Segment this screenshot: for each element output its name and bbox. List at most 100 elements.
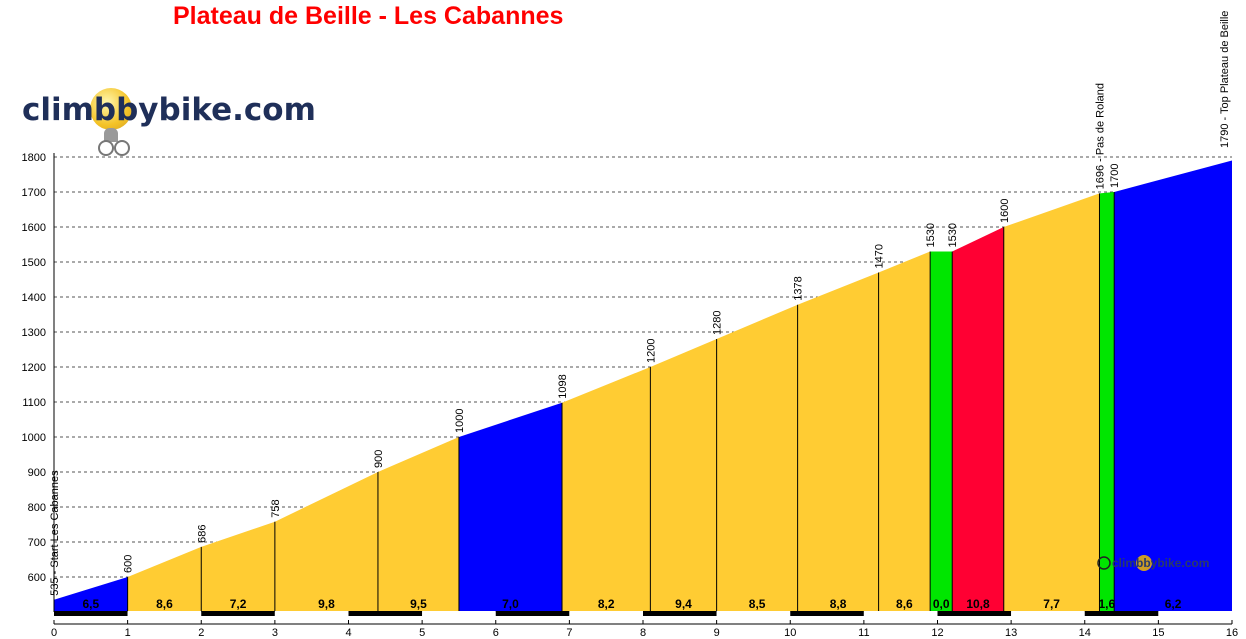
logo-ball-icon [90,88,132,130]
y-tick-label: 600 [28,572,46,584]
x-tick-label: 13 [1005,627,1017,639]
elevation-label: 1530 [947,223,959,247]
x-tick-label: 7 [566,627,572,639]
km-strip [348,611,423,616]
km-strip [274,611,349,616]
copyright-icon [1097,556,1111,570]
y-tick-label: 800 [28,502,46,514]
elevation-label: 1700 [1109,164,1121,188]
watermark: climbbybike.com [1097,555,1209,571]
y-tick-label: 1100 [22,397,46,409]
elevation-label: 600 [123,555,135,573]
bike-wheel-icon [114,140,130,156]
y-tick-label: 1200 [22,362,46,374]
x-tick-label: 2 [198,627,204,639]
grade-label: 7,2 [230,597,247,611]
elevation-label: 1378 [793,276,805,300]
x-tick-label: 0 [51,627,57,639]
elevation-label: 1280 [712,311,724,335]
profile-segment [127,546,202,612]
profile-segment [952,227,1004,612]
km-strip [422,611,496,616]
y-tick-label: 1600 [22,222,46,234]
grade-label: 1,6 [1098,597,1115,611]
elevation-label: 535 - Start Les Cabannes [49,470,61,596]
grade-bar: 6,5 8,6 7,2 9,8 9,5 7,0 8,2 9,4 8,5 8,8 8,6 0,0 10,8… [54,597,1232,616]
cyclist-icon [104,128,118,142]
chart-title: Plateau de Beille - Les Cabannes [173,2,564,30]
profile-segment [716,304,798,612]
elevation-label: 1098 [557,374,569,398]
grade-label: 8,6 [896,597,913,611]
grade-label: 9,8 [318,597,335,611]
km-strip [1158,611,1232,616]
profile-segment [1099,192,1115,612]
profile-segment [1114,160,1232,612]
y-tick-label: 1400 [22,292,46,304]
x-tick-label: 6 [493,627,499,639]
x-tick-label: 14 [1079,627,1091,639]
elevation-label: 1790 - Top Plateau de Beille [1219,11,1231,148]
profile-segment [54,577,128,612]
x-tick-label: 12 [931,627,943,639]
grade-label: 8,8 [830,597,847,611]
x-tick-label: 9 [714,627,720,639]
km-strip [495,611,570,616]
grade-label: 8,6 [156,597,173,611]
y-tick-label: 1300 [22,327,46,339]
x-tick-label: 8 [640,627,646,639]
x-tick-label: 3 [272,627,278,639]
km-strip [54,611,128,616]
km-strip [1084,611,1159,616]
km-strip [643,611,717,616]
km-strip [127,611,202,616]
grade-label: 10,8 [966,597,990,611]
x-tick-label: 5 [419,627,425,639]
y-tick-label: 700 [28,537,46,549]
km-strip [716,611,791,616]
grade-label: 9,4 [675,597,692,611]
x-tick-label: 4 [345,627,351,639]
km-strip [937,611,1012,616]
axes: 6007008009001000110012001300140015001600… [22,152,1239,639]
profile-segment [377,437,459,612]
bike-wheel-icon [98,140,114,156]
profile-segment [797,272,879,612]
elevation-label: 1696 - Pas de Roland [1094,83,1106,189]
x-tick-label: 1 [125,627,131,639]
grade-label: 0,0 [933,597,950,611]
grade-label: 9,5 [410,597,427,611]
profile-segment [878,251,931,612]
y-tick-label: 1500 [22,257,46,269]
y-tick-label: 900 [28,467,46,479]
x-tick-label: 15 [1152,627,1164,639]
profile-segment [458,402,563,612]
elevation-labels: 535 - Start Les Cabannes 600 686 758 900 1000… [49,11,1231,596]
y-tick-label: 1000 [22,432,46,444]
profile-segment [201,521,275,612]
watermark-ball-icon [1136,555,1152,571]
segment-dividers [127,192,1115,612]
elevation-label: 1000 [454,409,466,433]
elevation-label: 1530 [925,223,937,247]
grade-label: 6,5 [82,597,99,611]
km-strip [569,611,643,616]
profile-segment [274,472,378,612]
grade-label: 8,5 [749,597,766,611]
grade-label: 7,7 [1043,597,1060,611]
profile-segment [650,339,717,612]
watermark-text: climbbybike.com [1112,556,1209,570]
profile-segments [54,160,1232,612]
elevation-label: 758 [270,499,282,517]
y-tick-label: 1800 [22,152,46,164]
km-strip [863,611,938,616]
brand-logo: climbbybike.com [22,92,316,128]
x-tick-label: 16 [1226,627,1238,639]
elevation-label: 900 [373,450,385,468]
grade-label: 8,2 [598,597,615,611]
km-strip [1011,611,1085,616]
elevation-label: 1200 [645,339,657,363]
grade-label: 7,0 [502,597,519,611]
km-strip [790,611,864,616]
